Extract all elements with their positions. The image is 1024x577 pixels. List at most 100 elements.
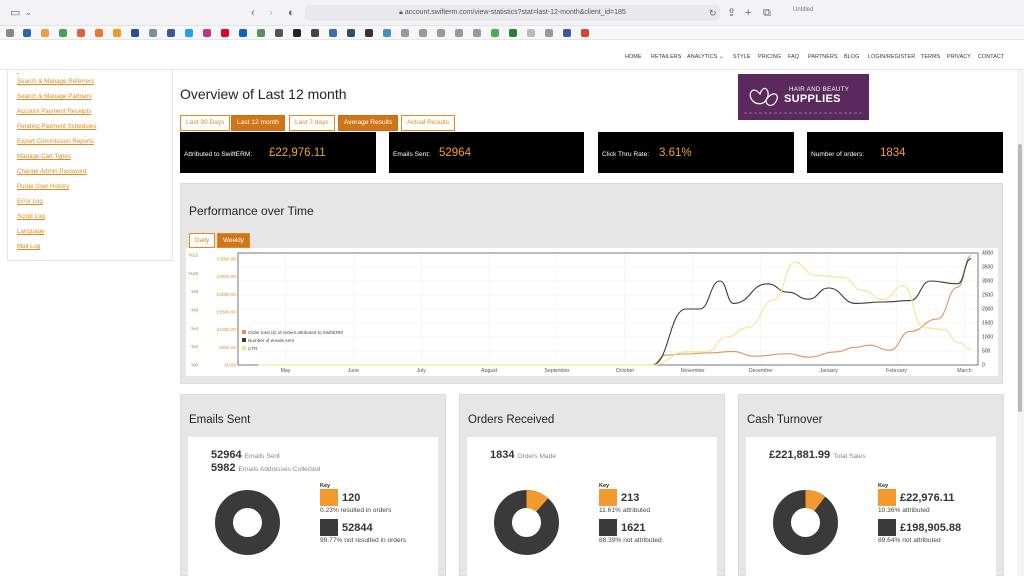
bookmark-icon[interactable] — [401, 29, 409, 37]
sidebar-toggle-icon[interactable]: ▭ — [10, 7, 21, 19]
bookmark-icon[interactable] — [113, 29, 121, 37]
sidebar-item-referrers[interactable]: Search & Manage Referrers — [17, 78, 95, 85]
y-left2-tick-label: %12 — [188, 253, 198, 259]
bookmark-icon[interactable] — [545, 29, 553, 37]
stat-attributed-label: Attributed to SwiftERM: — [184, 151, 253, 158]
nav-terms[interactable]: TERMS — [921, 54, 941, 60]
nav-retailers[interactable]: RETAILERS — [651, 54, 682, 60]
bookmark-icon[interactable] — [77, 29, 85, 37]
nav-faq[interactable]: FAQ — [788, 54, 800, 60]
tabs-overview-icon[interactable]: ⧉ — [763, 7, 771, 19]
bookmark-icon[interactable] — [347, 29, 355, 37]
bookmark-icon[interactable] — [203, 29, 211, 37]
tab-last-7-days[interactable]: Last 7 days — [289, 115, 335, 131]
bookmark-icon[interactable] — [563, 29, 571, 37]
sidebar-item-partners[interactable]: Search & Manage Partners — [17, 93, 92, 100]
bookmark-icon[interactable] — [239, 29, 247, 37]
y-left2-tick-label: %4 — [191, 326, 198, 332]
bookmark-icon[interactable] — [509, 29, 517, 37]
panel-body: 1834 Orders Made Key 213 11.61% attribut… — [467, 437, 717, 577]
bookmark-icon[interactable] — [23, 29, 31, 37]
sidebar-item-error-log[interactable]: Error Log — [17, 198, 43, 205]
nav-blog[interactable]: BLOG — [844, 54, 860, 60]
bookmark-icon[interactable] — [185, 29, 193, 37]
bookmark-icon[interactable] — [419, 29, 427, 37]
emails-donut-chart — [215, 490, 280, 555]
page-scrollbar[interactable] — [1017, 70, 1024, 576]
bookmark-icon[interactable] — [59, 29, 67, 37]
series-line-2 — [258, 261, 972, 366]
shield-icon[interactable]: ◐ — [288, 7, 295, 19]
new-tab-icon[interactable]: + — [745, 7, 752, 19]
bookmark-icon[interactable] — [365, 29, 373, 37]
sidebar-item-change-password[interactable]: Change Admin Password — [17, 168, 87, 175]
tab-last-12-month[interactable]: Last 12 month — [231, 115, 285, 131]
lock-icon: 🔒︎ — [399, 9, 403, 16]
sidebar-item-commission-reports[interactable]: Export Commission Reports — [17, 138, 95, 145]
forward-icon[interactable]: › — [269, 7, 273, 19]
key1-value: 120 — [342, 492, 361, 504]
back-icon[interactable]: ‹ — [251, 7, 255, 19]
nav-home[interactable]: HOME — [625, 54, 642, 60]
bookmark-icon[interactable] — [455, 29, 463, 37]
nav-analytics[interactable]: ANALYTICS ⌄ — [687, 54, 724, 60]
sidebar-item-mail-log[interactable]: Mail Log — [17, 243, 41, 250]
y-left-tick-label: £1000.00 — [217, 327, 237, 332]
sidebar-item-payment-schedules[interactable]: Pending Payment Schedules — [17, 123, 97, 130]
share-icon[interactable]: ⇪ — [727, 7, 737, 19]
nav-partners[interactable]: PARTNERS — [808, 54, 838, 60]
y-axis-left-percent: %0 %2 %4 %6 %8 %10 %12 — [188, 253, 198, 369]
bookmark-icon[interactable] — [167, 29, 175, 37]
chart-lines — [258, 254, 972, 366]
bookmark-icon[interactable] — [257, 29, 265, 37]
reload-icon[interactable]: ↻ — [709, 8, 717, 18]
nav-contact[interactable]: CONTACT — [978, 54, 1005, 60]
key-label: Key — [320, 483, 331, 489]
bookmark-icon[interactable] — [149, 29, 157, 37]
panel-body: £221,881.99 Total Sales Key £22,976.11 1… — [746, 437, 996, 577]
bookmark-icon[interactable] — [221, 29, 229, 37]
address-bar[interactable]: 🔒︎ account.swifterm.com/view-statistics?… — [305, 5, 720, 21]
sidebar-item-payment-receipts[interactable]: Account Payment Receipts — [17, 108, 92, 115]
stat-emails-sent: Emails Sent: 52964 — [389, 132, 584, 173]
x-tick-label: November — [681, 368, 705, 374]
bookmark-icon[interactable] — [329, 29, 337, 37]
stat-orders-label: Number of orders: — [811, 151, 865, 158]
bookmark-icon[interactable] — [131, 29, 139, 37]
tab-average-results[interactable]: Average Results — [338, 115, 399, 131]
nav-style[interactable]: STYLE — [733, 54, 751, 60]
sidebar-item-language[interactable]: Language — [17, 228, 45, 235]
tab-actual-results[interactable]: Actual Results — [401, 115, 456, 131]
bookmark-icon[interactable] — [437, 29, 445, 37]
tab-last-30-days[interactable]: Last 30 Days — [180, 115, 231, 131]
bookmark-icon[interactable] — [275, 29, 283, 37]
nav-pricing[interactable]: PRICING — [758, 54, 782, 60]
sidebar-item-purge-history[interactable]: Purge User History — [17, 183, 70, 190]
legend-label: Order total (£) of orders attributed to … — [248, 330, 343, 335]
bookmark-icon[interactable] — [383, 29, 391, 37]
key2-desc: 99.77% not resulted in orders — [320, 537, 407, 544]
bookmark-icon[interactable] — [581, 29, 589, 37]
bookmark-icon[interactable] — [311, 29, 319, 37]
bookmark-icon[interactable] — [293, 29, 301, 37]
window-title: Untitled — [793, 7, 814, 13]
sidebar-item-cart-types[interactable]: Manage Cart Types — [17, 153, 71, 160]
y-axis-right: 0 500 1000 1500 2000 2500 3000 3500 4000 — [982, 251, 993, 369]
nav-privacy[interactable]: PRIVACY — [947, 54, 971, 60]
bookmark-icon[interactable] — [41, 29, 49, 37]
tab-weekly[interactable]: Weekly — [217, 233, 250, 248]
x-tick-label: December — [749, 368, 773, 374]
tab-daily[interactable]: Daily — [189, 233, 216, 248]
bookmark-icon[interactable] — [6, 29, 14, 37]
sidebar-item-script-log[interactable]: Script Log — [17, 213, 45, 220]
chevron-down-icon[interactable]: ⌄ — [25, 8, 32, 17]
bookmark-icon[interactable] — [95, 29, 103, 37]
panel-body: 52964 Emails Sent 5982 Emails Addresses … — [188, 437, 438, 577]
bookmark-icon[interactable] — [491, 29, 499, 37]
y-left-tick-label: £0.00 — [225, 363, 237, 368]
scrollbar-thumb[interactable] — [1018, 144, 1022, 412]
key-label: Key — [878, 483, 889, 489]
bookmark-icon[interactable] — [473, 29, 481, 37]
nav-login-register[interactable]: LOGIN/REGISTER — [868, 54, 916, 60]
bookmark-icon[interactable] — [527, 29, 535, 37]
